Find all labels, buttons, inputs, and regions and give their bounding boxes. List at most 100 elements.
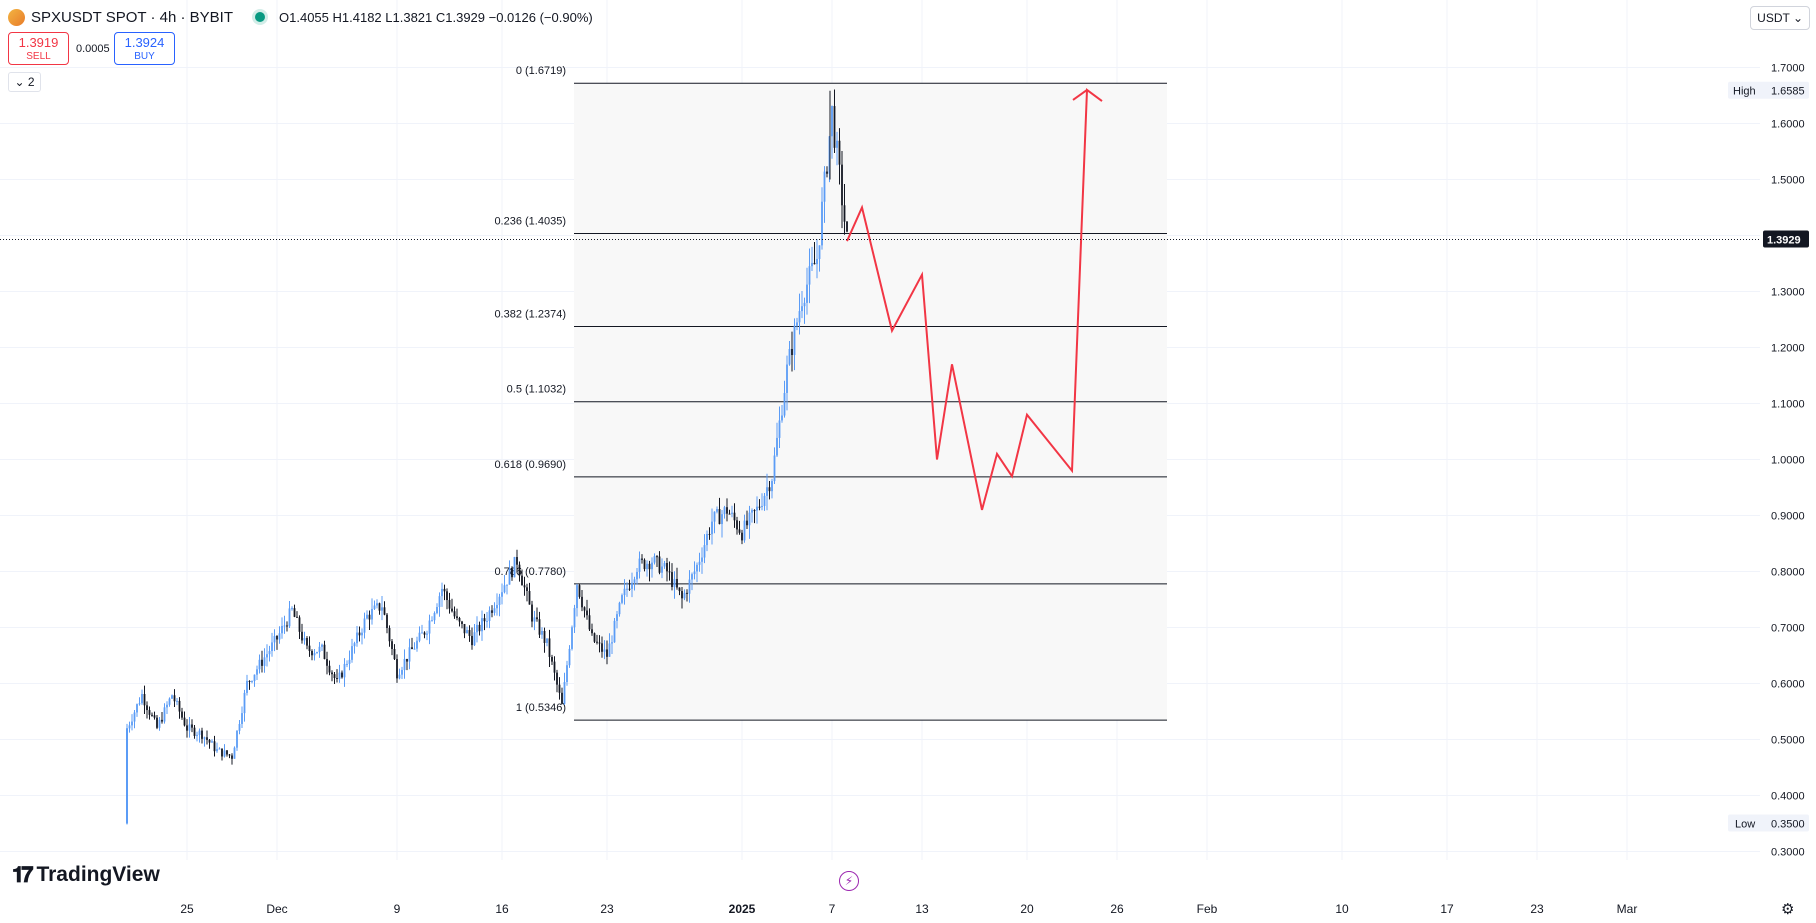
projection-path[interactable] [846, 87, 1103, 511]
price-tick-label: 1.5000 [1771, 175, 1805, 187]
candle-body [668, 571, 671, 573]
indicators-toggle-button[interactable]: ⌄ 2 [8, 72, 41, 92]
candle-body [723, 507, 726, 515]
candle-body [178, 700, 181, 712]
candle-body [528, 590, 531, 605]
candle-body [408, 647, 411, 662]
settings-gear-icon[interactable]: ⚙ [1781, 901, 1795, 918]
symbol-title[interactable]: SPXUSDT SPOT · 4h · BYBIT [31, 8, 234, 26]
candle-body [541, 630, 543, 635]
candle-body [361, 632, 363, 636]
fib-level-label: 0.5 (1.1032) [507, 384, 566, 396]
candle-body [751, 510, 753, 513]
candle-body [296, 616, 298, 618]
candle-body [288, 608, 291, 627]
candle-body [461, 621, 463, 624]
time-tick-label: 20 [1020, 902, 1034, 916]
candle-body [403, 658, 406, 670]
candle-body [406, 658, 408, 662]
candle-body [336, 677, 338, 679]
candle-body [606, 649, 608, 657]
candle-body [546, 638, 548, 643]
candle-body [838, 140, 841, 165]
current-price-label: 1.3929 [1767, 234, 1801, 246]
candle-body [331, 672, 333, 675]
candle-body [728, 513, 731, 515]
candle-body [766, 487, 768, 496]
candle-body [556, 672, 558, 685]
candle-body [653, 556, 656, 563]
candle-body [621, 595, 623, 603]
candle-body [248, 680, 251, 682]
candle-body [243, 692, 246, 714]
currency-select[interactable]: USDT ⌄ [1750, 6, 1810, 30]
candle-body [488, 610, 491, 621]
candle-body [151, 714, 153, 716]
candle-body [186, 725, 188, 731]
candle-body [348, 659, 351, 664]
candle-body [586, 610, 588, 616]
candle-body [211, 741, 213, 743]
tradingview-logo[interactable]: 𝟏𝟕 TradingView [12, 862, 160, 888]
projection-arrowhead [1072, 89, 1088, 101]
candle-body [141, 694, 143, 704]
candle-body [661, 566, 663, 573]
low-value: 0.3500 [1771, 819, 1805, 831]
candle-body [716, 509, 718, 512]
candle-body [493, 608, 496, 613]
candle-body [423, 632, 426, 635]
fib-level-label: 0.382 (1.2374) [494, 309, 566, 321]
candle-body [568, 648, 571, 666]
candle-body [843, 205, 846, 222]
candle-body [283, 625, 286, 627]
price-tick-label: 1.6000 [1771, 119, 1805, 131]
price-tick-label: 0.9000 [1771, 511, 1805, 523]
candle-body [381, 607, 383, 611]
lightning-icon[interactable]: ⚡ [839, 871, 859, 891]
candle-body [638, 558, 641, 572]
candle-body [231, 755, 233, 759]
candle-body [338, 672, 341, 679]
symbol-header[interactable]: SPXUSDT SPOT · 4h · BYBIT O1.4055 H1.418… [8, 4, 593, 30]
candle-body [413, 648, 416, 650]
price-axis[interactable]: 1.70001.60001.50001.40001.30001.20001.10… [0, 63, 1809, 859]
candle-body [656, 556, 658, 558]
candle-body [373, 605, 376, 609]
candle-body [741, 532, 743, 541]
candle-body [831, 106, 833, 137]
candle-body [601, 643, 603, 652]
candle-body [343, 663, 346, 678]
candle-body [733, 512, 736, 521]
market-status-icon[interactable] [255, 12, 266, 22]
candle-body [553, 661, 556, 673]
candle-body [286, 625, 288, 627]
candle-body [246, 680, 248, 693]
candle-body [208, 739, 211, 743]
candle-body [188, 724, 191, 731]
candle-body [356, 632, 358, 644]
candle-body [816, 258, 818, 265]
candle-body [531, 604, 533, 622]
candle-body [688, 579, 691, 594]
candle-body [648, 563, 651, 570]
candle-body [448, 600, 451, 609]
fibonacci-retracement[interactable]: 0 (1.6719) 0.236 (1.4035) 0.382 (1.2374) 0.… [494, 65, 1167, 721]
price-tick-label: 1.3000 [1771, 287, 1805, 299]
candle-body [223, 750, 226, 757]
candle-body [618, 602, 621, 615]
candle-body [158, 719, 161, 728]
ohlc-values: O1.4055 H1.4182 L1.3821 C1.3929 −0.0126 … [279, 9, 593, 25]
time-axis[interactable]: 25 Dec 9 16 23 2025 7 13 20 26 Feb 10 17 23 Mar [180, 902, 1637, 916]
candle-body [173, 695, 176, 702]
sell-button[interactable]: 1.3919 SELL [8, 32, 69, 65]
candle-body [401, 669, 403, 675]
tradingview-mark-icon: 𝟏𝟕 [12, 862, 34, 887]
fib-level-label: 0.786 (0.7780) [494, 566, 566, 578]
candle-body [228, 754, 231, 756]
buy-button[interactable]: 1.3924 BUY [114, 32, 175, 65]
candle-body [826, 171, 828, 174]
candle-body [591, 629, 593, 634]
candle-body [636, 571, 638, 580]
spx-coin-icon [8, 8, 25, 26]
